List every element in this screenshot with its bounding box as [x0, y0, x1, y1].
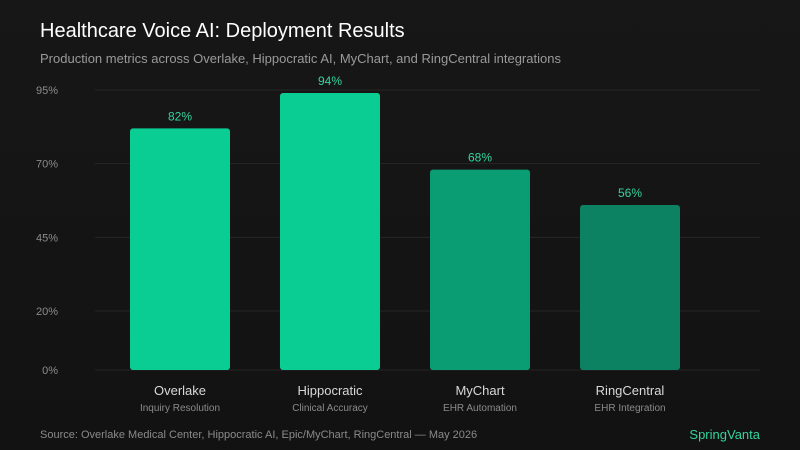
bar-hippocratic	[280, 92, 380, 371]
category-label: MyChart	[455, 383, 505, 398]
value-label: 68%	[468, 151, 492, 165]
value-label: 56%	[618, 186, 642, 200]
value-label: 94%	[318, 74, 342, 88]
y-tick-label: 20%	[36, 306, 58, 318]
category-label: Hippocratic	[297, 383, 363, 398]
y-tick-label: 45%	[36, 232, 58, 244]
bar-overlake	[130, 128, 230, 370]
chart-title: Healthcare Voice AI: Deployment Results	[40, 20, 405, 42]
x-axis: Overlake Inquiry Resolution Hippocratic Cli…	[140, 383, 666, 414]
y-tick-label: 95%	[36, 85, 58, 97]
y-tick-label: 0%	[42, 365, 58, 377]
source-note: Source: Overlake Medical Center, Hippocr…	[40, 429, 478, 441]
y-tick-label: 70%	[36, 159, 58, 171]
bars	[130, 92, 680, 371]
bar-mychart	[430, 169, 530, 370]
category-sublabel: Clinical Accuracy	[292, 403, 368, 414]
category-sublabel: Inquiry Resolution	[140, 403, 220, 414]
category-sublabel: EHR Integration	[594, 403, 665, 414]
chart-subtitle: Production metrics across Overlake, Hipp…	[40, 51, 561, 66]
y-axis: 0% 20% 45% 70% 95%	[36, 85, 58, 377]
value-label: 82%	[168, 109, 192, 123]
category-sublabel: EHR Automation	[443, 403, 517, 414]
category-label: Overlake	[154, 383, 206, 398]
brand-logo: SpringVanta	[689, 427, 760, 442]
bar-ringcentral	[580, 204, 680, 370]
category-label: RingCentral	[596, 383, 665, 398]
value-labels: 82% 94% 68% 56%	[168, 74, 642, 200]
